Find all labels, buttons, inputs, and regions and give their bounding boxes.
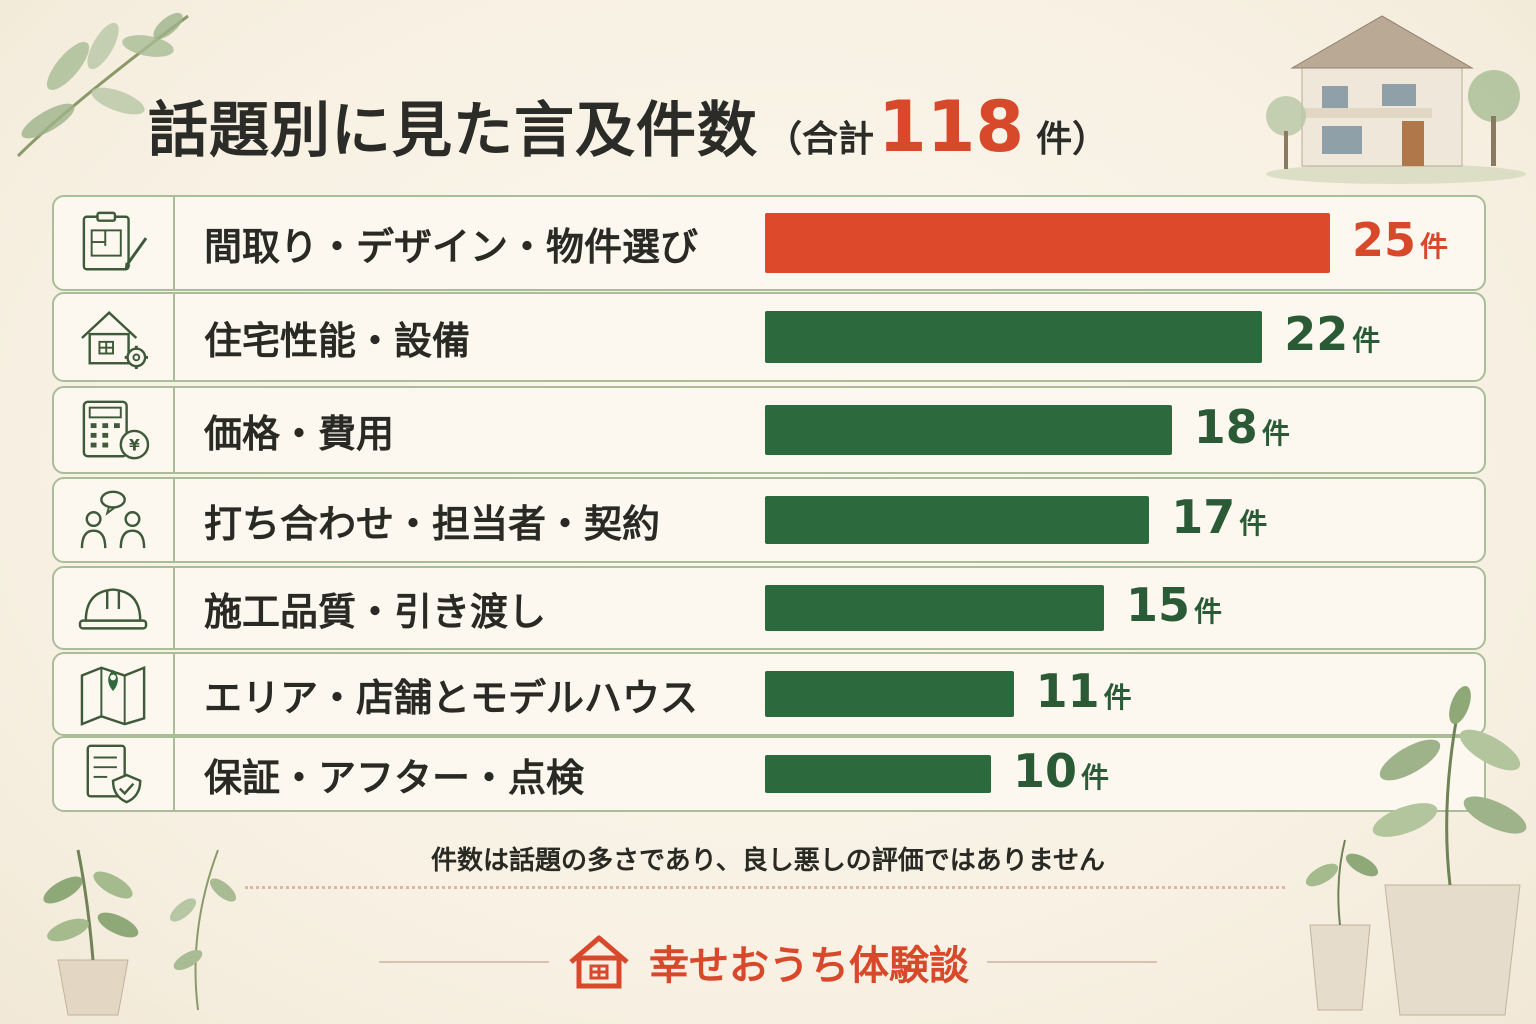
value-label: 10 件: [1013, 744, 1109, 798]
document-shield-icon: [86, 744, 141, 804]
house-logo-icon: [569, 935, 629, 989]
footer: 幸せおうち体験談: [0, 932, 1536, 992]
potted-tree-icon: [1305, 685, 1527, 1016]
bar: [765, 405, 1172, 455]
row-icon-cell: [54, 197, 175, 289]
title-main: 話題別に見た言及件数: [148, 96, 758, 166]
value-unit: 件: [1261, 417, 1290, 450]
category-label: 施工品質・引き渡し: [204, 589, 547, 634]
title-open: （合計: [766, 119, 875, 160]
category-label: 間取り・デザイン・物件選び: [204, 224, 699, 269]
value-number: 11: [1035, 664, 1100, 718]
row-icon-cell: [54, 479, 175, 561]
category-label: 打ち合わせ・担当者・契約: [204, 501, 661, 546]
value-number: 17: [1171, 490, 1236, 544]
value-unit: 件: [1194, 595, 1223, 628]
bar: [765, 585, 1104, 631]
footer-rule-left: [379, 961, 549, 963]
value-label: 15 件: [1126, 578, 1222, 632]
row-icon-cell: [54, 654, 175, 734]
hard-hat-icon: [78, 588, 147, 630]
value-number: 10: [1013, 744, 1078, 798]
value-label: 17 件: [1171, 490, 1267, 544]
category-label: 住宅性能・設備: [204, 318, 471, 363]
row-icon-cell: [54, 294, 175, 380]
floorplan-clipboard-icon: [82, 211, 147, 271]
calculator-yen-icon: ¥: [82, 400, 149, 460]
bar: [765, 755, 991, 793]
category-label: 保証・アフター・点検: [204, 755, 585, 800]
value-number: 18: [1193, 400, 1258, 454]
value-label: 11 件: [1036, 664, 1132, 718]
meeting-people-icon: [80, 490, 145, 549]
house-gear-icon: [80, 311, 148, 370]
value-number: 15: [1126, 578, 1191, 632]
potted-plant-icon: [43, 849, 237, 1016]
value-label: 25 件: [1352, 213, 1448, 267]
category-label: 価格・費用: [204, 411, 395, 456]
value-label: 18 件: [1194, 400, 1290, 454]
value-number: 25: [1352, 213, 1417, 267]
value-unit: 件: [1239, 507, 1268, 540]
row-icon-cell: ¥: [54, 388, 175, 472]
leaf-branch-icon: [16, 12, 189, 158]
bar: [765, 311, 1263, 363]
value-label: 22 件: [1284, 307, 1380, 361]
map-pin-icon: [80, 665, 145, 726]
disclaimer-note: 件数は話題の多さであり、良し悪しの評価ではありません: [431, 846, 1105, 876]
bar: [765, 671, 1014, 717]
row-icon-cell: [54, 738, 175, 810]
value-unit: 件: [1420, 230, 1449, 263]
value-unit: 件: [1081, 761, 1110, 794]
dotted-divider: [245, 886, 1285, 889]
bar: [765, 496, 1150, 544]
brand-name: 幸せおうち体験談: [649, 943, 969, 989]
row-icon-cell: [54, 568, 175, 648]
value-unit: 件: [1352, 324, 1381, 357]
chart-title: 話題別に見た言及件数 （合計 118 件）: [148, 82, 1109, 168]
bar: [765, 213, 1330, 273]
value-number: 22: [1284, 307, 1349, 361]
title-total: 118: [878, 86, 1025, 168]
category-label: エリア・店舗とモデルハウス: [204, 675, 699, 720]
house-illustration-icon: [1266, 15, 1526, 184]
title-close: 件）: [1036, 119, 1109, 160]
svg-text:¥: ¥: [128, 436, 139, 454]
value-unit: 件: [1103, 681, 1132, 714]
footer-rule-right: [987, 961, 1157, 963]
